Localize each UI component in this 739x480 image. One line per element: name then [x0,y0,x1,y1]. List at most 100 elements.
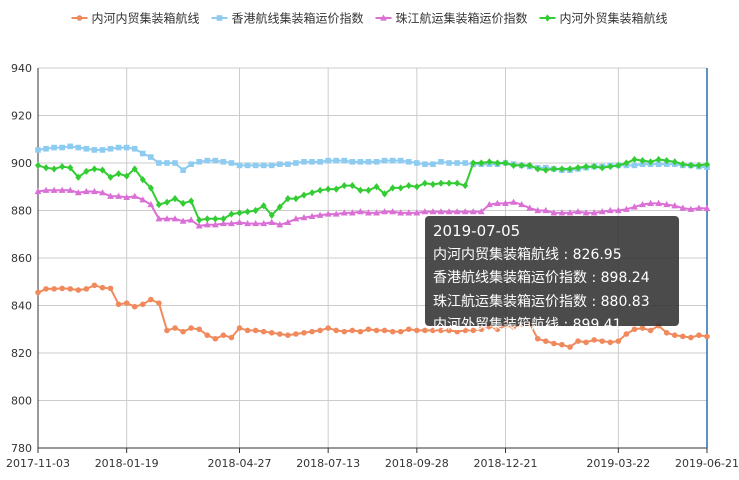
x-tick-label: 2019-03-22 [586,457,650,470]
tooltip-row: 内河外贸集装箱航线 : 899.41 [433,317,622,333]
data-point [148,154,154,160]
data-point [51,286,57,292]
data-point [421,208,429,215]
data-point [478,326,485,333]
tooltip-series-value: 899.41 [572,317,622,333]
data-point [405,209,413,216]
data-point [575,164,582,172]
data-point [59,285,65,292]
data-point [357,328,364,335]
data-point [437,208,445,215]
data-point [558,209,566,216]
data-point [647,199,654,206]
tooltip-series-value: 826.95 [572,246,622,263]
data-point [550,165,557,173]
data-point [195,222,203,229]
data-point [453,208,461,215]
tooltip-row: 内河内贸集装箱航线 : 826.95 [433,246,622,263]
data-point [268,218,276,225]
data-point [381,157,388,164]
legend-label: 珠江航运集装箱运价指数 [396,11,528,26]
data-point [131,303,138,310]
data-point [389,328,396,335]
data-point [156,160,162,166]
data-point [647,158,654,166]
data-point [558,165,565,173]
legend-label: 内河外贸集装箱航线 [560,11,668,26]
data-point [704,160,710,169]
data-point [107,173,114,181]
data-point [196,326,203,333]
data-point [647,327,654,334]
data-point [445,208,453,215]
data-point [228,160,235,166]
data-point [615,338,622,344]
y-tick-label: 900 [11,157,32,170]
y-tick-label: 820 [11,347,32,360]
data-point [631,203,638,210]
data-point [43,164,50,172]
data-point [204,215,211,223]
data-point [340,209,348,216]
data-point [542,338,549,344]
data-point [301,159,307,165]
data-point [446,179,453,187]
data-point [115,301,122,308]
data-point [438,159,444,165]
data-point [405,326,412,333]
data-point [244,162,251,169]
y-tick-label: 880 [11,205,32,218]
data-point [91,147,98,153]
data-point [163,198,170,206]
data-point [324,210,332,217]
data-point [285,332,291,338]
tooltip-date: 2019-07-05 [433,222,521,240]
data-point [389,157,396,164]
data-point [107,285,114,292]
data-point [687,161,694,169]
data-point [309,189,316,197]
data-point [203,221,211,228]
data-point [131,192,139,199]
data-point [381,208,388,215]
data-point [268,211,275,219]
data-point [43,145,49,152]
tooltip-row: 珠江航运集装箱运价指数 : 880.83 [433,293,650,310]
data-point [696,332,702,338]
data-point [276,203,283,211]
data-point [430,327,436,334]
data-point [518,161,525,169]
data-point [317,159,323,165]
data-point [67,143,74,150]
data-point [373,209,380,216]
data-point [454,160,460,166]
data-point [639,200,646,208]
data-point [655,155,662,164]
data-point [212,335,219,342]
data-point [188,161,194,167]
data-point [309,328,315,335]
data-point [50,186,58,193]
data-point [559,341,565,348]
data-point [91,165,98,173]
data-point [317,327,323,334]
tooltip-series-name: 珠江航运集装箱运价指数 [433,293,587,310]
data-point [83,286,90,292]
data-point [599,338,606,344]
data-point [43,286,49,292]
data-point [422,327,428,334]
data-point [220,215,227,223]
data-point [325,185,332,193]
data-point [349,327,356,334]
data-point [75,173,82,181]
data-point [454,179,461,187]
legend-label: 香港航线集装箱运价指数 [232,11,364,26]
data-point [172,195,179,203]
data-point [196,216,203,224]
data-point [34,187,42,195]
data-point [405,181,412,190]
y-tick-label: 920 [11,110,32,123]
data-point [534,335,541,342]
